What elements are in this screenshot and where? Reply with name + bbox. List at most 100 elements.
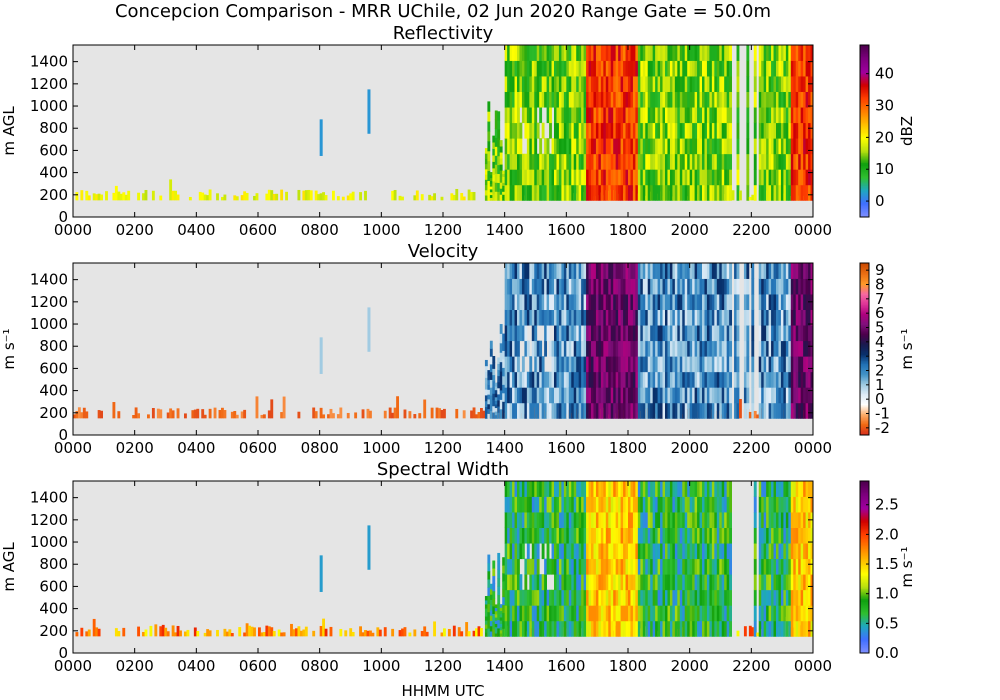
echo-cell: [563, 512, 567, 529]
echo-cell: [600, 605, 604, 622]
echo-cell: [514, 138, 518, 155]
echo-cell: [632, 481, 636, 497]
colorbar-segment: [860, 528, 869, 531]
echo-cell: [563, 543, 567, 560]
echo-cell: [512, 294, 515, 311]
echo-cell: [677, 543, 681, 560]
x-tick-label: 0400: [177, 439, 215, 457]
echo-cell: [726, 45, 730, 61]
x-tick-label: 1600: [547, 657, 585, 675]
echo-cell: [534, 153, 538, 170]
echo-cell: [687, 169, 691, 186]
echo-cell: [519, 512, 523, 529]
echo-cell: [623, 574, 626, 591]
colorbar-segment: [860, 133, 869, 136]
colorbar-segment: [860, 172, 869, 175]
echo-cell: [640, 45, 644, 61]
echo-cell: [598, 589, 602, 606]
echo-cell: [600, 263, 604, 279]
echo-cell: [729, 356, 732, 373]
echo-cell: [711, 107, 715, 124]
echo-cell: [810, 107, 814, 124]
echo-cell: [591, 481, 594, 497]
echo-cell: [578, 294, 582, 311]
echo-cell: [773, 589, 777, 606]
echo-cell: [561, 527, 565, 544]
echo-cell: [566, 45, 570, 61]
echo-cell: [719, 402, 723, 419]
echo-cell: [618, 371, 621, 388]
echo-cell: [780, 107, 784, 124]
echo-cell: [751, 356, 755, 373]
colorbar-segment: [860, 109, 869, 112]
echo-cell: [798, 325, 802, 342]
echo-cell: [783, 340, 787, 357]
echo-cell: [637, 138, 641, 155]
echo-cell: [492, 362, 496, 369]
echo-cell: [489, 364, 493, 373]
echo-cell: [452, 625, 456, 637]
echo-cell: [620, 169, 624, 186]
echo-cell: [773, 278, 777, 295]
echo-cell: [615, 371, 619, 388]
echo-cell: [632, 340, 636, 357]
echo-cell: [687, 496, 691, 513]
echo-cell: [795, 91, 799, 108]
echo-cell: [524, 558, 528, 575]
echo-cell: [711, 543, 715, 560]
echo-cell: [556, 620, 560, 637]
colorbar-segment: [860, 647, 869, 650]
echo-cell: [95, 194, 99, 201]
echo-cell: [672, 263, 676, 279]
echo-cell: [588, 76, 592, 93]
echo-cell: [711, 481, 715, 497]
echo-cell: [805, 263, 809, 279]
radar-echoes: [73, 263, 814, 419]
colorbar-segment: [860, 526, 869, 529]
echo-cell: [610, 76, 614, 93]
echo-cell: [788, 574, 792, 591]
echo-cell: [650, 76, 654, 93]
colorbar-segment: [860, 569, 869, 572]
echo-cell: [763, 589, 767, 606]
colorbar-segment: [860, 588, 869, 591]
colorbar-segment: [860, 496, 869, 499]
echo-cell: [677, 309, 681, 326]
echo-cell: [704, 589, 708, 606]
echo-cell: [309, 190, 313, 201]
echo-cell: [554, 387, 557, 404]
echo-cell: [665, 60, 668, 77]
echo-cell: [677, 138, 681, 155]
echo-cell: [803, 356, 806, 373]
echo-cell: [635, 76, 639, 93]
echo-cell: [669, 184, 673, 201]
echo-cell: [492, 560, 496, 569]
colorbar-segment: [860, 333, 869, 336]
echo-cell: [512, 340, 515, 357]
echo-cell: [709, 294, 713, 311]
echo-cell: [549, 153, 552, 170]
echo-cell: [549, 91, 552, 108]
echo-cell: [489, 594, 493, 600]
echo-cell: [576, 60, 580, 77]
echo-cell: [773, 107, 777, 124]
echo-cell: [645, 402, 649, 419]
echo-cell: [600, 294, 604, 311]
echo-cell: [492, 590, 496, 599]
echo-cell: [788, 589, 792, 606]
echo-cell: [529, 184, 533, 201]
echo-cell: [776, 122, 779, 139]
echo-cell: [620, 294, 624, 311]
echo-cell: [514, 107, 518, 124]
echo-cell: [729, 496, 732, 513]
echo-cell: [736, 107, 740, 124]
echo-cell: [539, 169, 543, 186]
echo-cell: [684, 496, 688, 513]
echo-cell: [228, 629, 232, 637]
echo-cell: [573, 45, 577, 61]
echo-cell: [706, 356, 710, 373]
echo-cell: [147, 414, 150, 419]
echo-cell: [714, 356, 718, 373]
echo-cell: [692, 558, 695, 575]
echo-cell: [706, 294, 710, 311]
